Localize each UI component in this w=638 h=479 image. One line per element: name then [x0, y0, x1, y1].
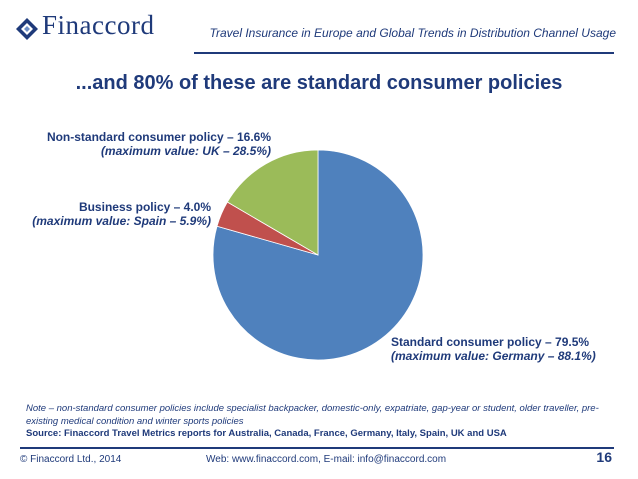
web-contact: Web: www.finaccord.com, E-mail: info@fin… [206, 454, 447, 465]
copyright: © Finaccord Ltd., 2014 [20, 454, 122, 465]
label-business: Business policy – 4.0% (maximum value: S… [32, 200, 211, 228]
pie-chart [212, 149, 424, 361]
footnote: Note – non-standard consumer policies in… [26, 403, 599, 427]
logo-text: Finaccord [42, 10, 155, 40]
page-number: 16 [596, 449, 612, 465]
header-rule [194, 52, 614, 54]
label-standard-max: (maximum value: Germany – 88.1%) [391, 349, 596, 363]
source-note: Source: Finaccord Travel Metrics reports… [26, 428, 507, 439]
footer-rule [20, 447, 614, 449]
slide-title: ...and 80% of these are standard consume… [75, 72, 563, 94]
header-title: Travel Insurance in Europe and Global Tr… [209, 26, 616, 40]
label-standard: Standard consumer policy – 79.5% (maximu… [391, 335, 596, 363]
label-non-standard: Non-standard consumer policy – 16.6% (ma… [47, 130, 271, 158]
label-business-value: Business policy – 4.0% [78, 200, 211, 214]
finaccord-logo-icon [16, 18, 38, 40]
slice-non-standard [226, 149, 319, 256]
label-standard-value: Standard consumer policy – 79.5% [391, 335, 590, 349]
label-business-max: (maximum value: Spain – 5.9%) [32, 214, 211, 228]
label-non-standard-max: (maximum value: UK – 28.5%) [100, 144, 271, 158]
label-non-standard-value: Non-standard consumer policy – 16.6% [46, 130, 271, 144]
